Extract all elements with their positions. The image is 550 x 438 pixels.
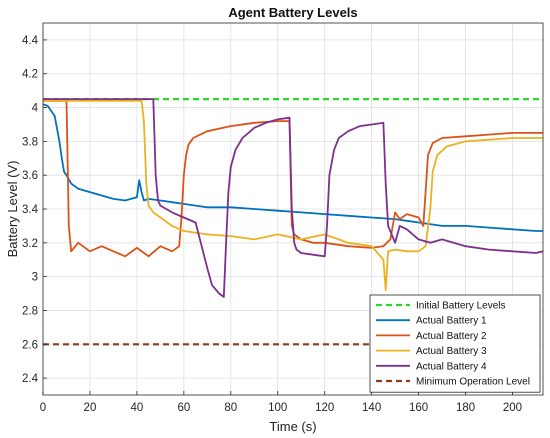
x-tick-label: 120 [315,402,334,414]
legend: Initial Battery Levels Actual Battery 1 Ac… [369,294,541,393]
y-axis-label: Battery Level (V) [5,161,20,258]
y-tick-label: 3 [32,272,38,284]
legend-box [369,294,541,393]
series-line-4 [43,99,543,292]
tick-labels: 0 20 40 60 80 100 120 140 160 180 200 2.4 2.6 2.8 3 3.2… [22,35,522,414]
x-tick-label: 60 [177,402,190,414]
x-tick-label: 0 [40,402,46,414]
y-tick-label: 2.6 [22,339,38,351]
y-tick-label: 4 [32,103,39,115]
y-tick-label: 2.8 [22,305,38,317]
series-line-3 [43,99,543,258]
legend-entry-label: Actual Battery 4 [416,361,487,372]
series-line-5 [43,98,544,298]
legend-entry-label: Minimum Operation Level [416,377,530,388]
y-tick-label: 4.4 [22,35,39,47]
x-tick-label: 200 [503,402,522,414]
y-tick-label: 3.8 [22,136,38,148]
y-tick-label: 3.2 [22,238,38,250]
y-tick-label: 3.4 [22,204,39,216]
x-tick-label: 180 [456,402,475,414]
x-axis-label: Time (s) [269,419,316,434]
x-tick-label: 160 [409,402,428,414]
y-tick-label: 2.4 [22,373,39,385]
x-tick-label: 40 [130,402,143,414]
legend-entry-label: Actual Battery 2 [416,331,487,342]
legend-entry-label: Actual Battery 3 [416,346,487,357]
x-tick-label: 80 [224,402,237,414]
y-tick-label: 4.2 [22,69,38,81]
y-tick-label: 3.6 [22,170,38,182]
x-tick-label: 100 [268,402,287,414]
x-tick-label: 20 [84,402,97,414]
series-layer [42,97,544,346]
x-tick-label: 140 [362,402,381,414]
chart-title: Agent Battery Levels [228,5,357,20]
legend-entry-label: Actual Battery 1 [416,316,487,327]
legend-entry-label: Initial Battery Levels [416,301,506,312]
